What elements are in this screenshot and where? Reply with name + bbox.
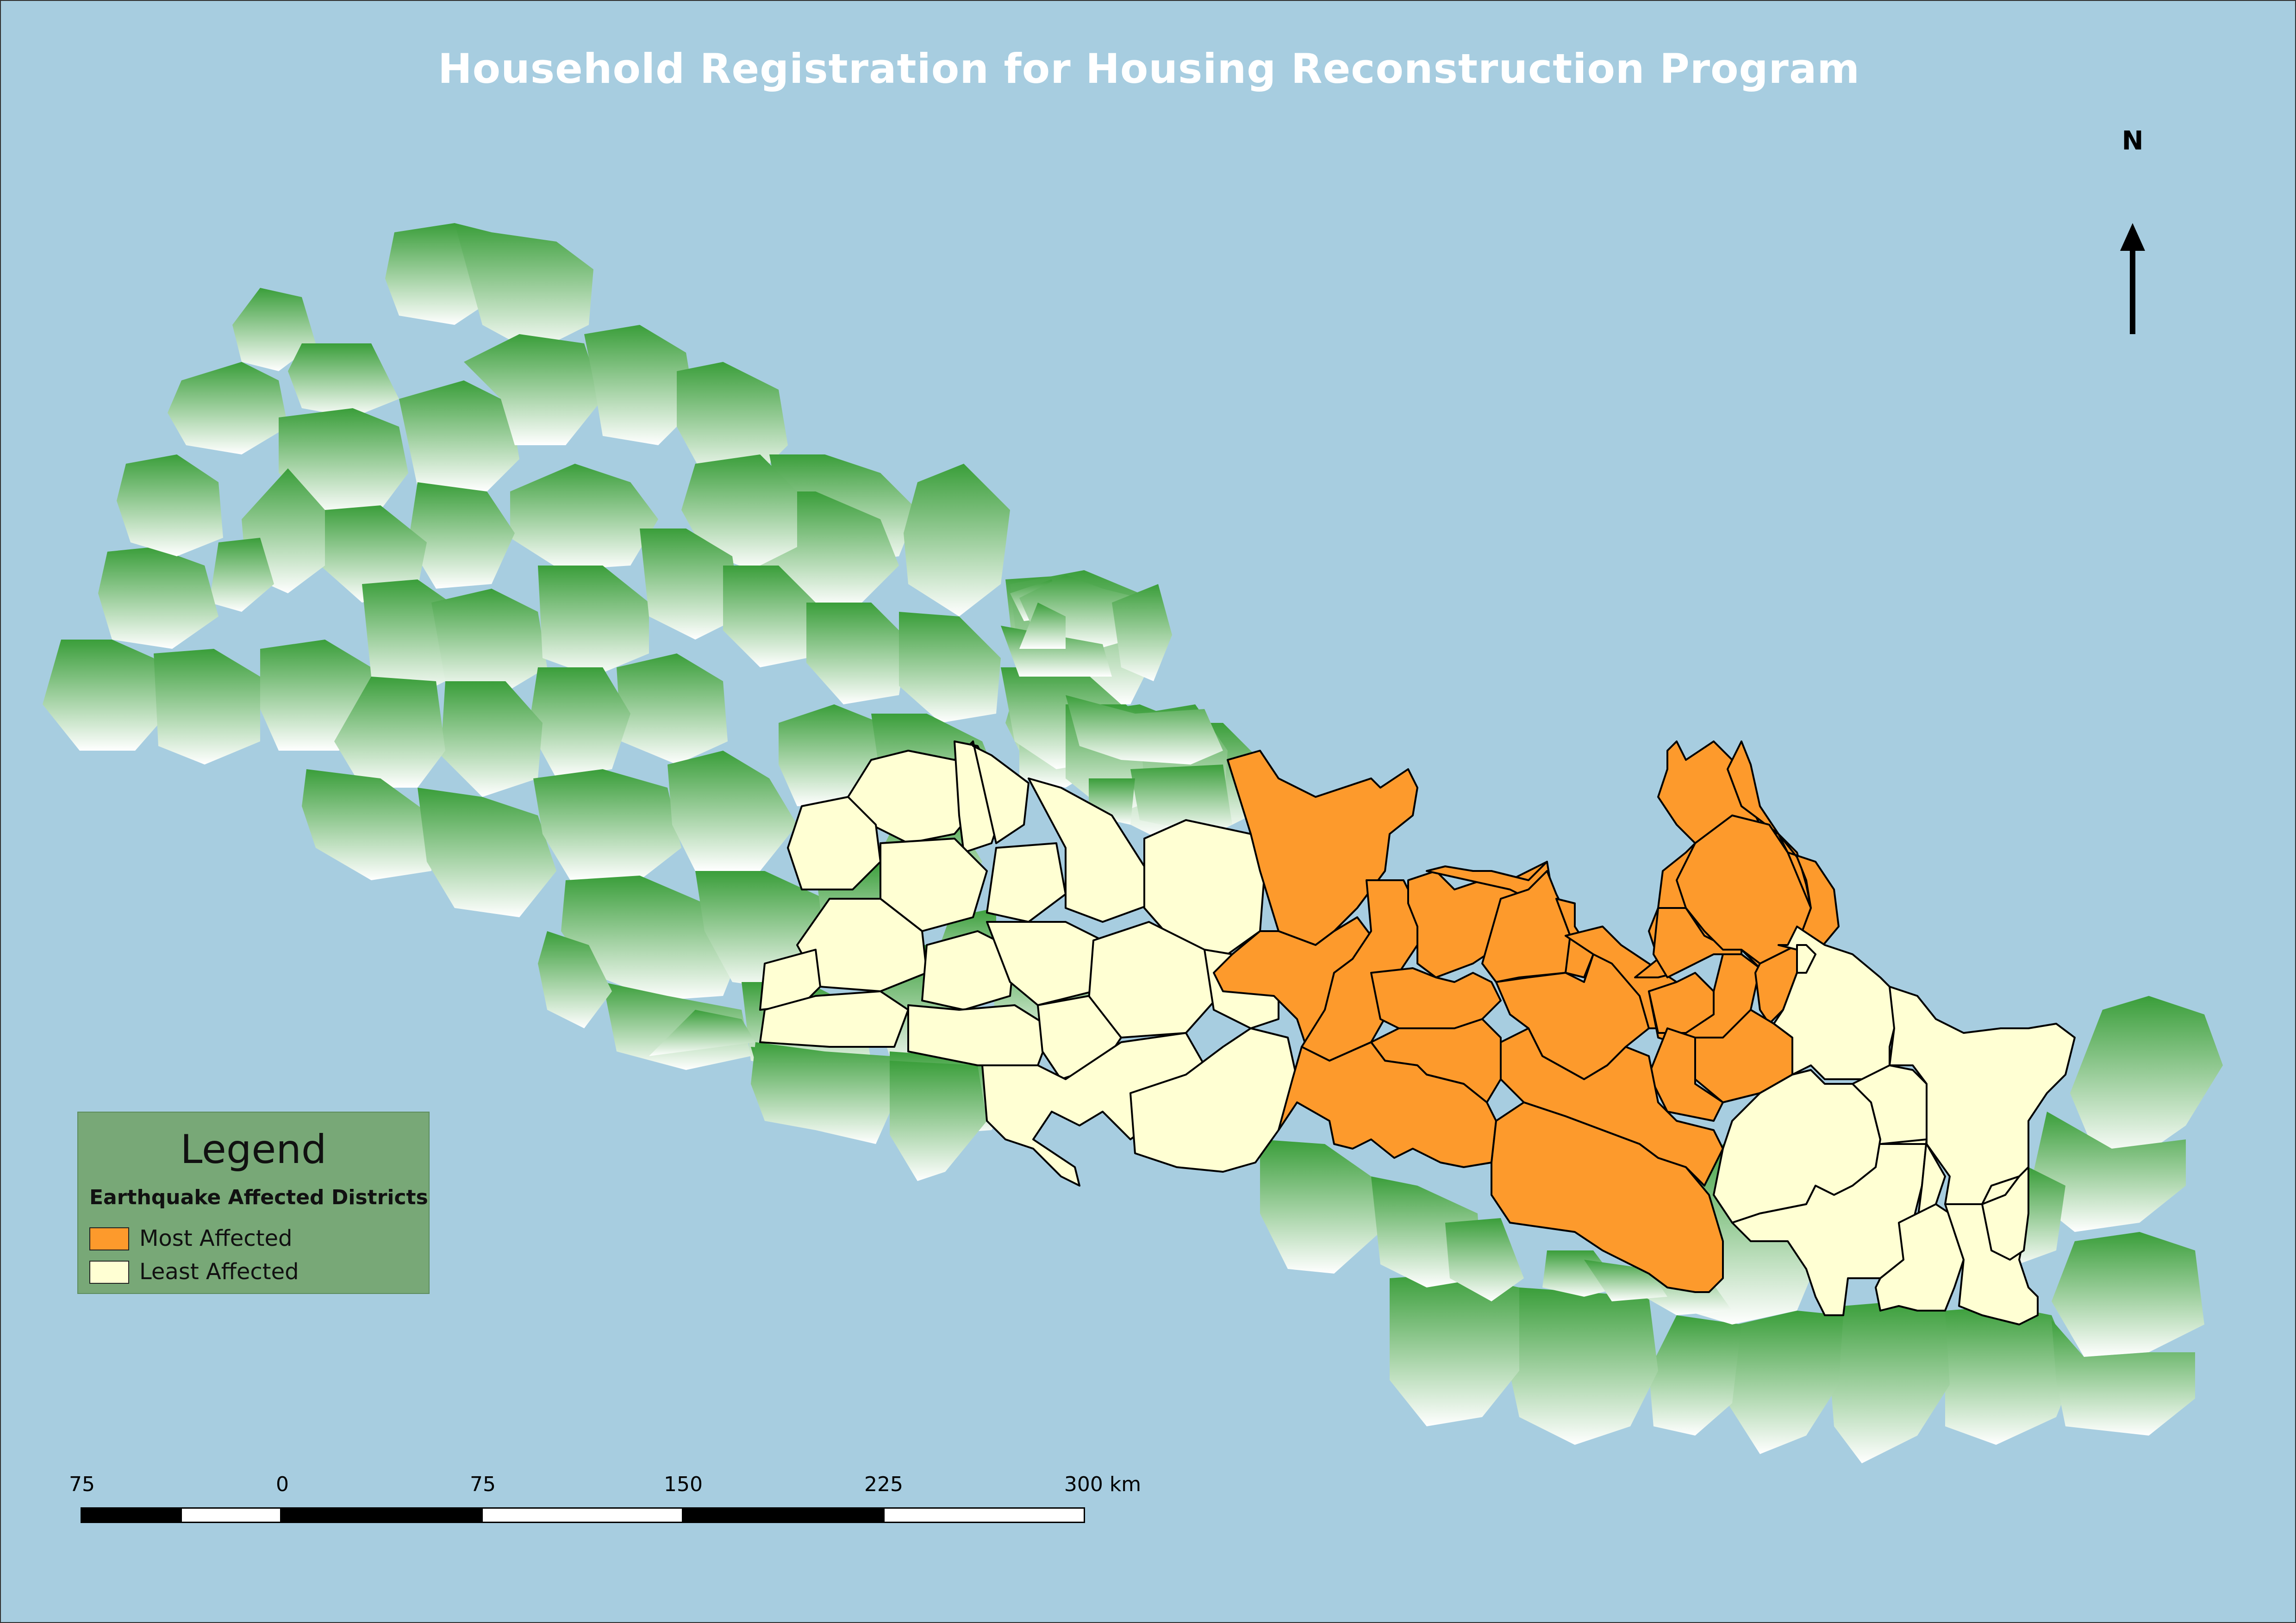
district-other [288, 343, 399, 417]
district-other [302, 769, 431, 880]
district-other [538, 566, 649, 677]
district-other [890, 1061, 987, 1181]
district-most-affected [1491, 1101, 1724, 1293]
district-other [681, 454, 797, 570]
district-other [2052, 1320, 2195, 1436]
scale-label: 75 [470, 1473, 496, 1496]
district-other [2052, 1232, 2204, 1357]
least-affected-west [759, 740, 1298, 1187]
legend-swatch-least-affected [89, 1261, 129, 1284]
district-other [320, 505, 427, 603]
district-other [399, 380, 519, 491]
district-other [168, 362, 288, 454]
scale-label: 75 [69, 1473, 95, 1496]
scale-segment [81, 1507, 181, 1523]
district-other [431, 589, 547, 695]
legend-swatch-most-affected [89, 1227, 129, 1250]
district-other [154, 649, 260, 765]
district-other [677, 362, 788, 482]
district-most-affected [1648, 972, 1715, 1034]
scale-segment [481, 1507, 683, 1523]
district-other [2070, 996, 2223, 1158]
district-least-affected [921, 930, 1016, 1011]
scale-label: 300 km [1064, 1473, 1142, 1496]
scale-segment [181, 1507, 281, 1523]
north-arrow-icon [2120, 223, 2145, 334]
district-other [561, 876, 742, 1001]
district-other [117, 454, 223, 556]
district-other [603, 982, 751, 1070]
district-least-affected [986, 842, 1067, 923]
district-other [1130, 765, 1232, 834]
district-other [1019, 603, 1066, 649]
district-other [723, 566, 816, 667]
district-other [209, 538, 274, 612]
scale-segment [682, 1507, 884, 1523]
map-title: Household Registration for Housing Recon… [437, 45, 1860, 93]
scale-segment [883, 1507, 1085, 1523]
district-other [617, 653, 728, 765]
district-other [279, 408, 408, 515]
district-other [806, 603, 908, 704]
district-other [668, 751, 797, 871]
district-least-affected [759, 990, 909, 1048]
district-most-affected [1676, 815, 1812, 964]
district-other [418, 788, 556, 917]
north-label: N [2121, 126, 2144, 156]
district-least-affected [981, 1032, 1205, 1187]
district-other [334, 677, 445, 788]
district-other [904, 464, 1010, 616]
district-other [98, 547, 218, 649]
district-other [751, 1042, 894, 1144]
district-other [43, 640, 168, 751]
district-least-affected [1796, 944, 1816, 974]
district-other [408, 482, 515, 589]
district-least-affected [1981, 1166, 2029, 1261]
scale-label: 225 [864, 1473, 903, 1496]
district-other [640, 529, 742, 640]
scale-bar [81, 1507, 1085, 1528]
district-other [1445, 1218, 1524, 1301]
other-districts-east [1001, 570, 1232, 834]
district-least-affected [972, 740, 1029, 844]
district-other [1649, 1315, 1741, 1436]
district-other [455, 223, 593, 353]
least-affected-east [1713, 926, 2076, 1325]
scale-label: 0 [276, 1473, 289, 1496]
district-other [1260, 1139, 1380, 1274]
district-most-affected [1653, 907, 1742, 978]
district-other [510, 464, 658, 570]
district-other [1945, 1306, 2075, 1445]
legend: Legend Earthquake Affected Districts Mos… [77, 1112, 430, 1294]
district-other [441, 681, 543, 797]
district-other [533, 769, 681, 880]
district-other [232, 288, 316, 371]
district-other [649, 1010, 755, 1056]
district-other [538, 931, 612, 1028]
district-other [464, 334, 603, 445]
district-least-affected [787, 796, 881, 890]
district-other [899, 612, 1001, 723]
district-least-affected [907, 1004, 1053, 1066]
scale-label: 150 [664, 1473, 703, 1496]
district-other [1728, 1311, 1843, 1454]
scale-segment [281, 1507, 482, 1523]
district-most-affected [1278, 1041, 1497, 1168]
district-other [2028, 1112, 2186, 1232]
district-other [584, 325, 695, 445]
legend-title: Legend [180, 1126, 327, 1173]
district-other [1390, 1274, 1519, 1426]
legend-label: Most Affected [139, 1225, 293, 1251]
district-other [529, 667, 630, 778]
district-other [1505, 1287, 1658, 1445]
legend-subtitle: Earthquake Affected Districts [89, 1186, 428, 1209]
district-least-affected [796, 898, 928, 992]
district-other [1112, 584, 1172, 681]
most-affected-center [1213, 740, 1840, 1293]
legend-label: Least Affected [139, 1259, 299, 1285]
district-other [1066, 695, 1223, 765]
district-other [1829, 1301, 1950, 1463]
